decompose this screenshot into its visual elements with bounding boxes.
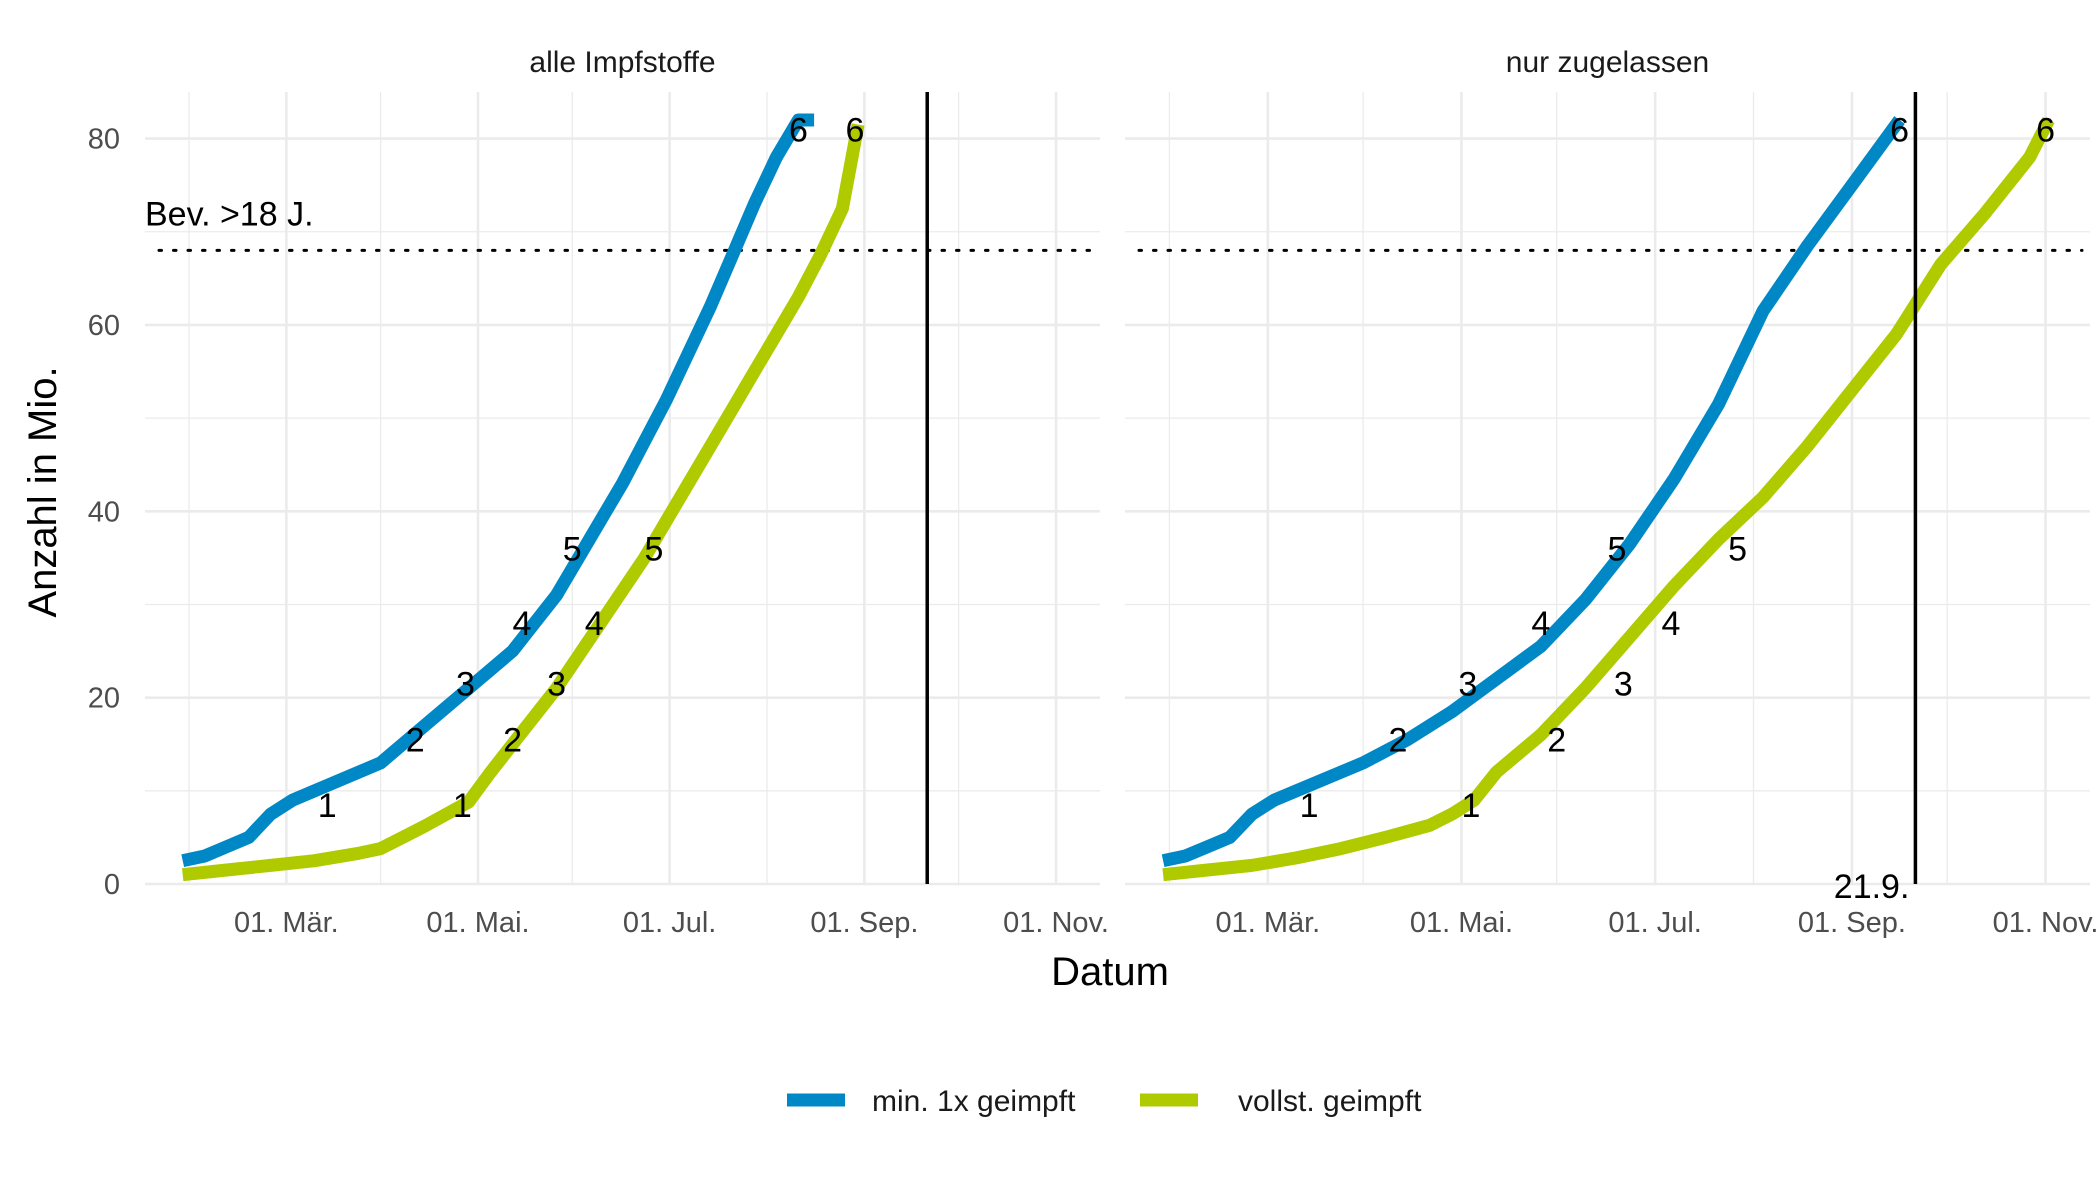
panel-2: nur zugelassen 01. Mär. 01. Mai. 01. Jul. 01…	[1125, 46, 2098, 939]
x-tick-label: 01. Mär.	[1215, 907, 1320, 939]
series-2-point-label: 2	[1547, 722, 1566, 760]
x-tick-label: 01. Mär.	[234, 907, 339, 939]
x-tick-label: 01. Mai.	[1410, 907, 1513, 939]
series-line-1	[181, 113, 815, 868]
x-tick-label: 01. Sep.	[810, 907, 918, 939]
series-1-point-label: 1	[1300, 787, 1319, 825]
series-1-point-label: 2	[406, 722, 425, 760]
legend: min. 1x geimpft vollst. geimpft	[787, 1085, 1422, 1118]
series-1-point-label: 3	[456, 666, 475, 704]
x-tick-label: 01. Sep.	[1798, 907, 1906, 939]
y-tick-label: 0	[104, 869, 120, 901]
series-line-1	[1161, 116, 1905, 868]
x-tick-label: 01. Nov.	[1003, 907, 1109, 939]
series-2-point-label: 4	[1662, 605, 1681, 643]
series-2-point-label: 3	[1614, 666, 1633, 704]
x-tick-label: 01. Nov.	[1993, 907, 2099, 939]
series-1-point-label: 1	[318, 787, 337, 825]
legend-label-1: min. 1x geimpft	[872, 1085, 1076, 1118]
series-2-point-label: 5	[1728, 531, 1747, 569]
series-1-point-label: 6	[789, 111, 808, 149]
series-1-point-label: 6	[1890, 111, 1909, 149]
y-axis-title: Anzahl in Mio.	[21, 366, 65, 617]
facet-title: alle Impfstoffe	[529, 46, 715, 79]
date-reference-label: 21.9.	[1834, 868, 1910, 906]
x-tick-label: 01. Jul.	[1608, 907, 1702, 939]
y-tick-label: 20	[88, 683, 120, 715]
series-1-point-label: 5	[563, 531, 582, 569]
series-1-point-label: 4	[513, 605, 532, 643]
series-1-point-label: 3	[1458, 666, 1477, 704]
series-1-point-label: 4	[1531, 605, 1550, 643]
series-line-2	[182, 123, 865, 882]
panel-1: alle Impfstoffe 01. Mär. 01. Mai. 01. Jul. 0…	[88, 46, 1109, 939]
y-tick-label: 80	[88, 124, 120, 156]
population-reference-label: Bev. >18 J.	[145, 195, 314, 233]
facet-title: nur zugelassen	[1506, 46, 1709, 79]
y-tick-label: 40	[88, 496, 120, 528]
x-tick-label: 01. Jul.	[623, 907, 717, 939]
series-2-point-label: 3	[547, 666, 566, 704]
series-2-point-label: 6	[846, 111, 865, 149]
x-tick-label: 01. Mai.	[426, 907, 529, 939]
series-2-point-label: 5	[644, 531, 663, 569]
series-line-2	[1162, 117, 2055, 882]
y-tick-label: 60	[88, 310, 120, 342]
series-1-point-label: 2	[1389, 722, 1408, 760]
legend-label-2: vollst. geimpft	[1238, 1085, 1422, 1118]
x-axis-title: Datum	[1051, 950, 1169, 994]
series-2-point-label: 1	[1462, 787, 1481, 825]
series-2-point-label: 6	[2036, 111, 2055, 149]
series-1-point-label: 5	[1608, 531, 1627, 569]
series-2-point-label: 4	[585, 605, 604, 643]
series-2-point-label: 1	[453, 787, 472, 825]
series-2-point-label: 2	[503, 722, 522, 760]
